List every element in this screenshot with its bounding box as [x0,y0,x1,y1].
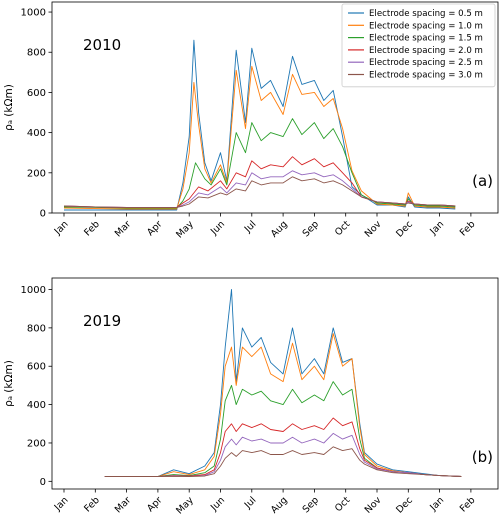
x-tick-label: Jun [208,219,227,238]
y-tick-label: 0 [40,209,46,220]
y-tick-label: 400 [27,128,46,139]
y-tick-label: 400 [27,400,46,411]
y-tick-label: 800 [27,323,46,334]
y-tick-label: 600 [27,88,46,99]
y-tick-label: 600 [27,362,46,373]
x-tick-label: Dec [394,495,415,516]
plot-frame [51,277,499,490]
x-tick-label: Jul [242,219,259,236]
x-tick-label: Nov [363,495,384,516]
legend-entry: Electrode spacing = 2.5 m [369,58,483,68]
plot-frame [51,1,499,214]
year-label: 2010 [83,36,121,54]
x-tick-label: Oct [333,219,353,239]
legend-entry: Electrode spacing = 0.5 m [369,9,483,19]
x-tick-label: Oct [333,495,353,515]
series-line-2 [104,333,462,477]
y-tick-label: 1000 [21,285,46,296]
x-tick-label: Dec [394,219,415,240]
y-tick-label: 800 [27,48,46,59]
chart-panel-a: 0 200 400 600 800 1000 Jan Feb Mar Apr May Jun Jul Au… [3,1,499,241]
x-tick-label: Nov [363,219,384,240]
legend-entry: Electrode spacing = 1.5 m [369,34,483,44]
x-tick-label: Feb [458,219,478,239]
x-tick-label: Aug [269,219,290,240]
x-tick-label: Feb [458,495,478,515]
series-line-1 [104,289,462,477]
x-tick-label: Jan [427,219,446,238]
x-tick-label: Apr [145,219,164,238]
x-tick-label: Sep [301,495,321,515]
x-tick-label: Jul [242,495,259,512]
x-tick-label: Jan [52,495,71,514]
y-axis-label: ρₐ (kΩm) [3,84,15,131]
x-tick-label: Aug [269,495,290,516]
legend-box [341,3,496,88]
y-tick-label: 1000 [21,8,46,19]
series-line-3 [63,118,456,209]
series-lines [63,39,456,211]
y-axis-label: ρₐ (kΩm) [3,360,15,407]
x-tick-label: Mar [113,495,134,516]
x-tick-label: Sep [301,219,321,239]
panel-label: (b) [472,448,493,466]
x-tick-label: Jun [208,495,227,514]
x-tick-label: Jan [427,495,446,514]
x-tick-label: Apr [145,495,164,514]
x-tick-label: Feb [82,219,102,239]
legend-entry: Electrode spacing = 3.0 m [369,71,483,81]
x-tick-label: May [174,219,196,241]
series-line-2 [63,65,456,210]
series-line-3 [104,381,462,477]
x-tick-label: Feb [82,495,102,515]
x-tick-label: Jan [52,219,71,238]
series-line-6 [104,446,462,477]
series-line-5 [63,170,456,208]
legend-entry: Electrode spacing = 2.0 m [369,46,483,56]
series-line-6 [63,176,456,208]
y-tick-label: 200 [27,438,46,449]
series-line-4 [63,156,456,208]
x-tick-label: Mar [113,219,134,240]
chart-panel-b: 0 200 400 600 800 1000 Jan Feb Mar Apr May Jun Jul Au… [3,277,499,517]
legend-entry: Electrode spacing = 1.0 m [369,21,483,31]
y-tick-label: 0 [40,477,46,488]
series-lines [104,289,462,477]
legend: Electrode spacing = 0.5 m Electrode spaci… [341,3,496,88]
y-tick-label: 200 [27,168,46,179]
series-line-4 [104,417,462,477]
x-tick-label: May [174,495,196,517]
year-label: 2019 [83,312,121,330]
panel-label: (a) [472,172,493,190]
